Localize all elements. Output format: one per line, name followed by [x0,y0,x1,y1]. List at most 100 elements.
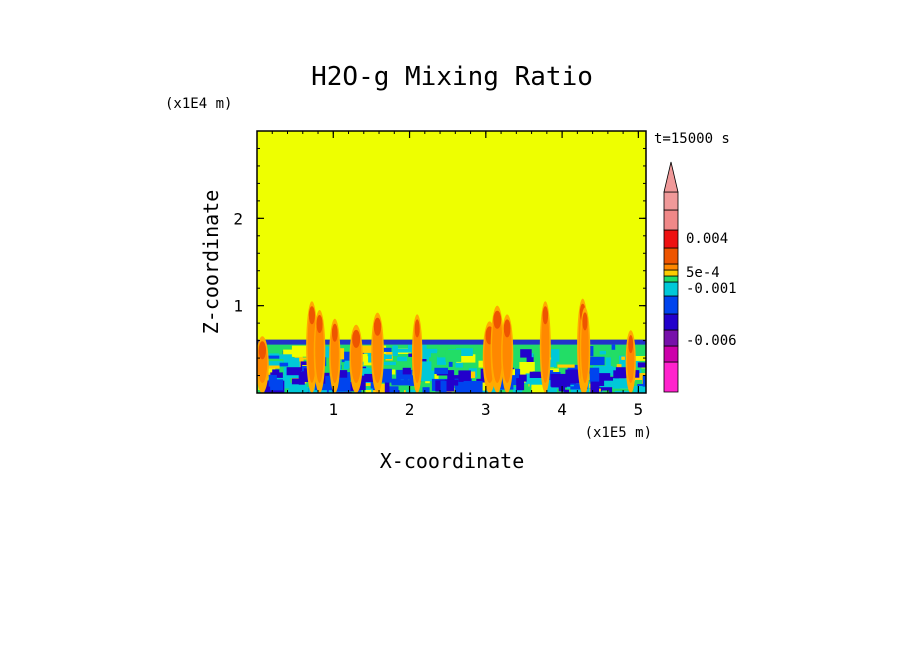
boundary-layer-cell [570,383,586,390]
plume [501,314,514,393]
boundary-layer-cell [357,388,366,393]
boundary-layer-cell [526,354,534,366]
x-tick-label: 1 [328,400,338,419]
plume-inner [372,318,383,383]
boundary-layer-cell [463,381,483,393]
colorbar-band [663,209,679,231]
boundary-layer-cell [289,383,307,393]
boundary-layer-cell [286,367,302,376]
colorbar-band [663,269,679,277]
boundary-layer-cell [525,386,536,393]
boundary-layer-cell [298,371,305,385]
y-tick-label: 2 [233,209,243,228]
boundary-layer-cell [565,369,580,384]
boundary-layer-cell [595,375,605,386]
plume [539,301,551,393]
plumes [257,298,636,393]
boundary-layer-top-edge [257,339,646,345]
boundary-layer-cell [281,384,296,389]
boundary-layer-cell [519,362,535,372]
boundary-layer-cell [427,357,446,365]
boundary-layer-cell [631,356,646,361]
boundary-layer-cell [362,381,379,386]
y-axis-label: Z-coordinate [199,190,223,335]
colorbar-band [663,329,679,347]
boundary-layer-cell [335,370,348,379]
plume-core [373,317,382,336]
plume [579,307,591,393]
x-tick-label: 4 [557,400,567,419]
plume-core [352,329,361,348]
boundary-layer-cell [279,354,293,360]
boundary-layer-cell [621,356,625,360]
chart-title: H2O-g Mixing Ratio [311,62,593,92]
boundary-layer-cell [421,361,432,372]
plot-frame [256,130,647,394]
boundary-layer-cell [638,369,643,374]
boundary-layer-cell [414,370,434,382]
boundary-layer-cell [382,361,396,366]
colorbar-band [663,361,679,393]
x-scale-label: (x1E5 m) [585,425,652,441]
plume [411,314,423,393]
boundary-layer-cell [564,345,571,349]
plume [625,330,636,393]
boundary-layer-cell [360,368,371,377]
boundary-layer-cell [434,367,448,374]
boundary-layer-cell [557,364,575,368]
boundary-layer-cell [455,360,463,368]
plume [349,324,363,393]
boundary-layer-cell [551,349,560,362]
boundary-layer-cell [524,373,543,384]
boundary-layer-cell [613,378,634,389]
plume-inner [502,320,512,384]
boundary-layer-cell [593,366,613,374]
x-tick-label: 2 [405,400,415,419]
plume [371,312,384,393]
y-axis: 12 [233,147,646,377]
boundary-layer-cell [322,346,330,358]
boundary-layer-cell [397,356,407,362]
colorbar-band [663,229,679,249]
boundary-layer-cell [290,361,300,371]
colorbar-label: -0.006 [686,333,737,349]
colorbar-band [663,281,679,297]
plume-core [582,312,588,331]
boundary-layer-cell [597,373,611,379]
colorbar: 0.004 5e-4-0.001 -0.006 [663,161,737,393]
colorbar-band [663,345,679,363]
boundary-layer-cell [563,389,569,393]
boundary-layer-cell [291,345,311,357]
boundary-layer-cell [434,371,439,382]
colorbar-label: -0.001 [686,281,737,297]
boundary-layer-cell [264,353,279,357]
boundary-layer-cell [422,387,430,393]
boundary-layer-cell [264,361,283,367]
plume-core [503,319,511,338]
boundary-layer-cell [402,367,411,375]
boundary-layer-cell [406,389,416,393]
plume [329,318,341,393]
y-scale-label: (x1E4 m) [165,96,232,112]
y-tick-label: 1 [233,297,243,316]
boundary-layer-cell [272,369,280,375]
plume-inner [330,324,339,383]
plume-core [414,319,420,338]
boundary-layer-cell [590,379,599,393]
boundary-layer-cell [641,368,646,373]
boundary-layer-cell [603,367,616,376]
boundary-layer-cell [358,345,375,353]
boundary-layer-cell [384,380,390,393]
colorbar-band [663,295,679,315]
boundary-layer-cell [364,373,376,382]
plot-area [257,131,646,393]
boundary-layer-cell [457,354,476,363]
colorbar-band [663,313,679,331]
plume-core [542,306,549,325]
boundary-layer-cell [585,356,605,366]
boundary-layer-cell [314,379,333,391]
x-tick-label: 5 [634,400,644,419]
boundary-layer-cell [515,369,521,377]
boundary-layer-cell [615,371,635,379]
boundary-layer-cell [458,370,471,382]
